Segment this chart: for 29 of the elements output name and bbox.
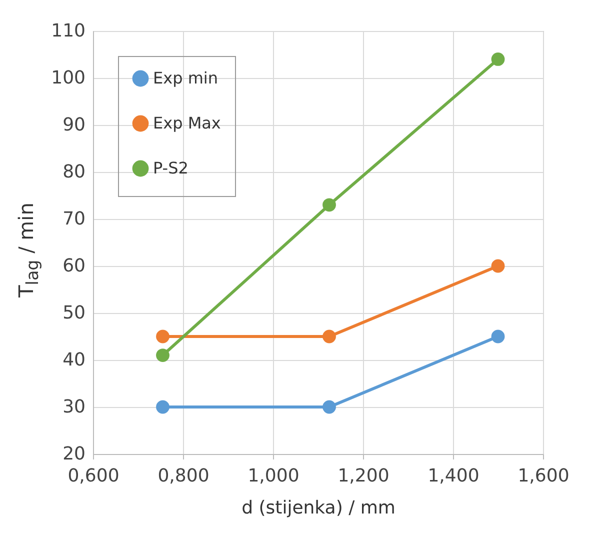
y-tick-label: 50 bbox=[62, 302, 86, 324]
x-tick-label: 1,600 bbox=[518, 466, 570, 486]
point bbox=[491, 330, 505, 344]
y-tick-label: 70 bbox=[62, 208, 86, 230]
legend-label: P-S2 bbox=[153, 158, 188, 178]
point bbox=[491, 259, 505, 273]
y-tick-label: 100 bbox=[51, 68, 86, 88]
x-tick-label: 1,200 bbox=[338, 466, 390, 486]
x-tick-label: 1,000 bbox=[248, 466, 300, 486]
y-tick-label: 60 bbox=[62, 256, 86, 276]
y-tick-label: 90 bbox=[62, 114, 86, 136]
y-tick-label: 40 bbox=[62, 350, 86, 370]
y-tick-label: 30 bbox=[62, 396, 86, 418]
x-axis-title: d (stijenka) / mm bbox=[242, 498, 396, 518]
point bbox=[322, 198, 336, 212]
y-tick-label: 110 bbox=[51, 20, 86, 42]
legend-label: Exp Max bbox=[153, 114, 221, 132]
point bbox=[156, 348, 170, 362]
point bbox=[156, 400, 170, 414]
y-tick-label: 80 bbox=[62, 162, 86, 182]
x-tick-label: 0,600 bbox=[68, 466, 120, 486]
x-tick-label: 1,400 bbox=[428, 466, 480, 486]
x-tick-label: 0,800 bbox=[158, 466, 210, 486]
y-tick-label: 20 bbox=[62, 444, 86, 464]
point bbox=[491, 52, 505, 66]
point bbox=[322, 400, 336, 414]
point bbox=[322, 330, 336, 344]
point bbox=[156, 330, 170, 344]
legend-label: Exp min bbox=[153, 68, 218, 88]
